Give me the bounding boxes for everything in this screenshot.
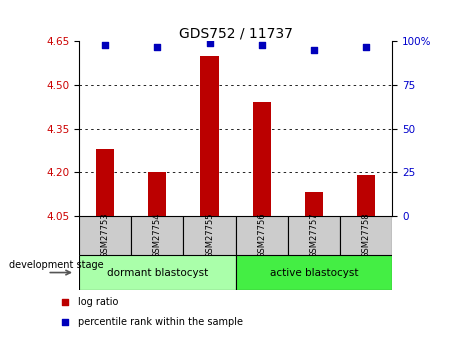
- Bar: [305, 193, 323, 216]
- Bar: [200, 56, 219, 216]
- Point: [101, 42, 109, 48]
- Bar: [79, 216, 131, 255]
- Point: [363, 44, 370, 49]
- Bar: [236, 216, 288, 255]
- Bar: [288, 216, 340, 255]
- Bar: [236, 255, 392, 290]
- Text: GSM27753: GSM27753: [101, 213, 110, 258]
- Bar: [184, 216, 236, 255]
- Bar: [357, 175, 375, 216]
- Text: GSM27756: GSM27756: [257, 213, 266, 258]
- Text: GSM27755: GSM27755: [205, 213, 214, 258]
- Text: GSM27757: GSM27757: [309, 213, 318, 258]
- Point: [206, 40, 213, 46]
- Bar: [148, 172, 166, 216]
- Bar: [131, 216, 184, 255]
- Point: [310, 47, 318, 53]
- Bar: [340, 216, 392, 255]
- Point: [154, 44, 161, 49]
- Bar: [96, 149, 114, 216]
- Text: GSM27754: GSM27754: [153, 213, 162, 258]
- Text: percentile rank within the sample: percentile rank within the sample: [78, 317, 243, 327]
- Bar: [79, 255, 236, 290]
- Text: dormant blastocyst: dormant blastocyst: [106, 268, 208, 277]
- Point: [258, 42, 265, 48]
- Point: [61, 319, 69, 325]
- Title: GDS752 / 11737: GDS752 / 11737: [179, 26, 293, 40]
- Text: GSM27758: GSM27758: [362, 213, 371, 258]
- Text: active blastocyst: active blastocyst: [270, 268, 358, 277]
- Text: log ratio: log ratio: [78, 297, 119, 307]
- Text: development stage: development stage: [9, 260, 104, 270]
- Bar: [253, 102, 271, 216]
- Point: [61, 299, 69, 305]
